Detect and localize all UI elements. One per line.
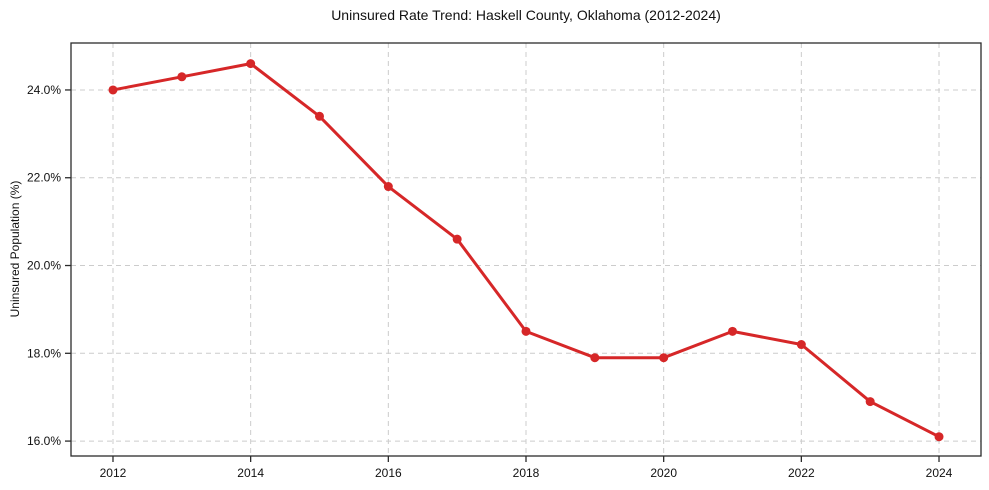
data-point-marker (934, 432, 944, 442)
data-point-marker (590, 353, 600, 363)
data-point-marker (314, 111, 324, 121)
y-tick-label: 18.0% (27, 346, 61, 360)
y-axis-title: Uninsured Population (%) (8, 180, 22, 318)
data-point-marker (452, 234, 462, 244)
x-tick-label: 2022 (788, 466, 815, 480)
y-tick-label: 24.0% (27, 83, 61, 97)
data-point-marker (521, 326, 531, 336)
x-tick-label: 2020 (650, 466, 677, 480)
data-point-marker (246, 59, 256, 69)
data-point-marker (796, 340, 806, 350)
y-tick-label: 22.0% (27, 171, 61, 185)
data-point-marker (177, 72, 187, 82)
y-tick-label: 16.0% (27, 434, 61, 448)
data-point-marker (383, 182, 393, 192)
data-point-marker (108, 85, 118, 95)
chart-title: Uninsured Rate Trend: Haskell County, Ok… (331, 7, 721, 23)
data-point-marker (728, 326, 738, 336)
y-tick-label: 20.0% (27, 259, 61, 273)
data-point-marker (659, 353, 669, 363)
x-tick-label: 2024 (926, 466, 953, 480)
x-tick-label: 2016 (375, 466, 402, 480)
x-tick-label: 2018 (513, 466, 540, 480)
data-point-marker (865, 397, 875, 407)
x-tick-label: 2012 (100, 466, 127, 480)
x-tick-label: 2014 (237, 466, 264, 480)
